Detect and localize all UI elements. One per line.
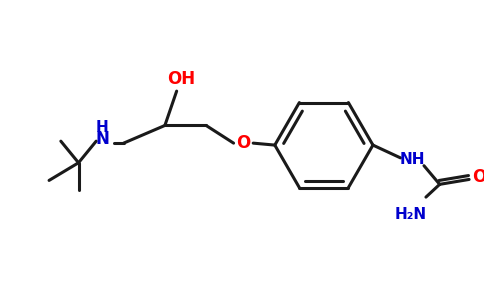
Text: O: O <box>472 169 484 187</box>
Text: NH: NH <box>399 152 425 167</box>
Text: H₂N: H₂N <box>394 207 426 222</box>
Text: OH: OH <box>167 70 196 88</box>
Text: H: H <box>96 120 108 135</box>
Text: O: O <box>236 134 251 152</box>
Text: N: N <box>95 130 109 148</box>
